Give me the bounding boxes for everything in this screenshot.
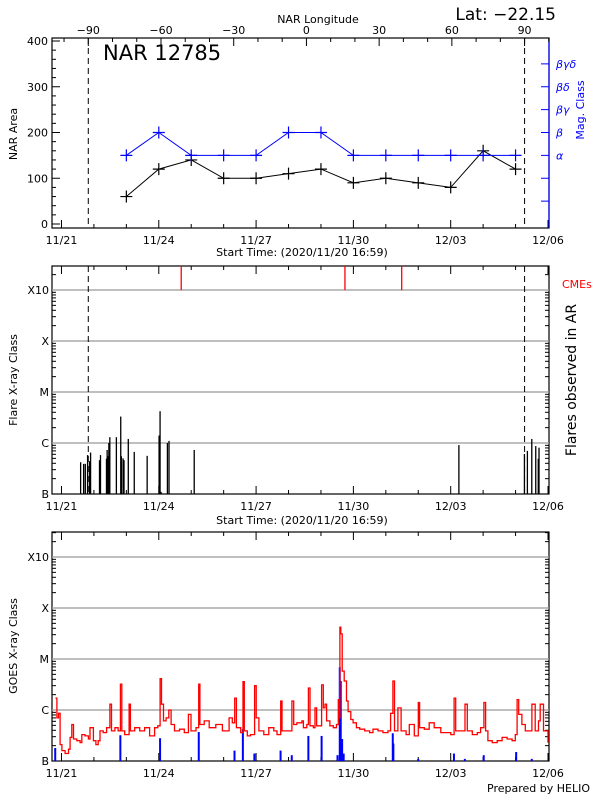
y-tick-label: 0 bbox=[41, 218, 48, 231]
x-tick-label: 12/06 bbox=[532, 234, 564, 247]
panel2-frame bbox=[51, 265, 550, 495]
x-tick-label: 12/03 bbox=[435, 767, 467, 780]
mag-class-point bbox=[509, 149, 522, 162]
mag-class-tick-label: α bbox=[556, 149, 564, 162]
y-tick-label: X10 bbox=[27, 551, 49, 564]
panel1-ylabel: NAR Area bbox=[7, 108, 20, 160]
x-tick-label: 11/21 bbox=[46, 234, 78, 247]
y-tick-label: M bbox=[40, 386, 50, 399]
longitude-tick-label: 60 bbox=[445, 24, 459, 37]
y-tick-label: X bbox=[41, 335, 49, 348]
mag-class-point bbox=[347, 149, 360, 162]
x-tick-label: 12/03 bbox=[435, 234, 467, 247]
x-tick-label: 11/24 bbox=[143, 767, 175, 780]
mag-class-point bbox=[152, 126, 165, 139]
longitude-axis-title: NAR Longitude bbox=[277, 13, 359, 26]
x-tick-label: 12/06 bbox=[532, 500, 564, 513]
x-tick-label: 11/21 bbox=[46, 500, 78, 513]
nar-area-point bbox=[152, 163, 165, 176]
y-tick-label: 200 bbox=[27, 127, 48, 140]
x-tick-label: 11/27 bbox=[240, 767, 272, 780]
nar-area-point bbox=[314, 163, 327, 176]
x-tick-label: 11/24 bbox=[143, 500, 175, 513]
nar-area-point bbox=[444, 181, 457, 194]
x-tick-label: 11/21 bbox=[46, 767, 78, 780]
y-tick-label: B bbox=[41, 488, 49, 501]
mag-class-point bbox=[412, 149, 425, 162]
mag-class-point bbox=[120, 149, 133, 162]
mag-class-point bbox=[314, 126, 327, 139]
mag-class-tick-label: βδ bbox=[555, 81, 570, 94]
panel2-ylabel: Flare X-ray Class bbox=[7, 334, 20, 426]
mag-class-point bbox=[250, 149, 263, 162]
longitude-tick-label: −30 bbox=[222, 24, 245, 37]
mag-class-tick-label: β bbox=[555, 127, 563, 140]
y-tick-label: 300 bbox=[27, 81, 48, 94]
y-tick-label: C bbox=[41, 437, 49, 450]
cme-label: CMEs bbox=[562, 278, 592, 291]
panel2-xlabel: Start Time: (2020/11/20 16:59) bbox=[216, 514, 388, 527]
nar-area-point bbox=[509, 163, 522, 176]
x-tick-label: 11/24 bbox=[143, 234, 175, 247]
panel2-y2label: Flares observed in AR bbox=[564, 304, 580, 456]
latitude-label: Lat: −22.15 bbox=[455, 5, 556, 25]
x-tick-label: 11/30 bbox=[338, 234, 370, 247]
longitude-tick-label: −60 bbox=[149, 24, 172, 37]
mag-class-point bbox=[444, 149, 457, 162]
nar-area-point bbox=[120, 190, 133, 203]
nar-area-point bbox=[379, 172, 392, 185]
nar-area-point bbox=[217, 172, 230, 185]
y-tick-label: X bbox=[41, 602, 49, 615]
nar-area-point bbox=[250, 172, 263, 185]
x-tick-label: 12/06 bbox=[532, 767, 564, 780]
nar-area-point bbox=[347, 176, 360, 189]
y-tick-label: B bbox=[41, 755, 49, 768]
x-tick-label: 11/27 bbox=[240, 234, 272, 247]
panel1-xlabel: Start Time: (2020/11/20 16:59) bbox=[216, 246, 388, 259]
mag-class-tick-label: βγδ bbox=[555, 58, 577, 71]
x-tick-label: 11/30 bbox=[338, 767, 370, 780]
y-tick-label: 400 bbox=[27, 35, 48, 48]
longitude-tick-label: 90 bbox=[518, 24, 532, 37]
mag-class-tick-label: βγ bbox=[555, 104, 570, 117]
y-tick-label: X10 bbox=[27, 284, 49, 297]
y-tick-label: M bbox=[40, 653, 50, 666]
x-tick-label: 11/30 bbox=[338, 500, 370, 513]
y-tick-label: C bbox=[41, 704, 49, 717]
panel3-ylabel: GOES X-ray Class bbox=[7, 598, 20, 694]
mag-class-point bbox=[217, 149, 230, 162]
plot-layer: 11/21 11/24 11/27 11/30 12/03 12/060100200300… bbox=[27, 24, 577, 780]
prepared-by-footer: Prepared by HELIO bbox=[487, 782, 590, 795]
panel3-frame bbox=[51, 531, 550, 762]
region-label: NAR 12785 bbox=[103, 41, 221, 65]
mag-class-point bbox=[185, 149, 198, 162]
nar-area-point bbox=[412, 176, 425, 189]
mag-class-point bbox=[282, 126, 295, 139]
panel1-y2label: Mag. Class bbox=[574, 80, 587, 139]
nar-area-point bbox=[282, 167, 295, 180]
goes-flux-line bbox=[55, 626, 549, 755]
x-tick-label: 11/27 bbox=[240, 500, 272, 513]
y-tick-label: 100 bbox=[27, 172, 48, 185]
mag-class-point bbox=[477, 149, 490, 162]
longitude-tick-label: 0 bbox=[303, 24, 310, 37]
x-tick-label: 12/03 bbox=[435, 500, 467, 513]
longitude-tick-label: 30 bbox=[372, 24, 386, 37]
mag-class-point bbox=[379, 149, 392, 162]
longitude-tick-label: −90 bbox=[77, 24, 100, 37]
